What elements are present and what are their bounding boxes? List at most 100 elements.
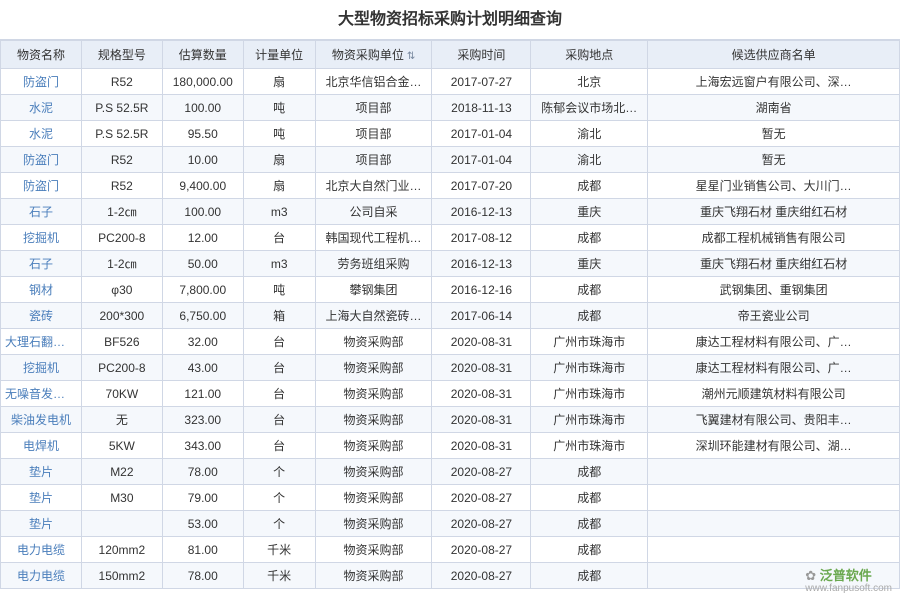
table-row[interactable]: 瓷砖200*3006,750.00箱上海大自然瓷砖…2017-06-14成都帝王… [1, 303, 900, 329]
table-cell: 扇 [243, 173, 315, 199]
column-header[interactable]: 候选供应商名单 [648, 41, 900, 69]
table-cell: 100.00 [162, 199, 243, 225]
table-row[interactable]: 垫片M2278.00个物资采购部2020-08-27成都 [1, 459, 900, 485]
table-cell: 公司自采 [315, 199, 432, 225]
table-row[interactable]: 柴油发电机无323.00台物资采购部2020-08-31广州市珠海市飞翼建材有限… [1, 407, 900, 433]
table-cell: 飞翼建材有限公司、贵阳丰… [648, 407, 900, 433]
table-row[interactable]: 防盗门R5210.00扇项目部2017-01-04渝北暂无 [1, 147, 900, 173]
table-cell: 2020-08-27 [432, 459, 531, 485]
table-cell: 垫片 [1, 485, 82, 511]
table-cell: M22 [81, 459, 162, 485]
table-cell: 挖掘机 [1, 355, 82, 381]
table-row[interactable]: 电力电缆120mm281.00千米物资采购部2020-08-27成都 [1, 537, 900, 563]
table-header-row: 物资名称规格型号估算数量计量单位物资采购单位⇅采购时间采购地点候选供应商名单 [1, 41, 900, 69]
table-cell: 70KW [81, 381, 162, 407]
table-cell: 康达工程材料有限公司、广… [648, 355, 900, 381]
table-cell: 千米 [243, 537, 315, 563]
data-table: 物资名称规格型号估算数量计量单位物资采购单位⇅采购时间采购地点候选供应商名单 防… [0, 40, 900, 589]
column-header[interactable]: 估算数量 [162, 41, 243, 69]
table-cell: 12.00 [162, 225, 243, 251]
table-row[interactable]: 水泥P.S 52.5R100.00吨项目部2018-11-13陈郁会议市场北…湖… [1, 95, 900, 121]
table-cell: 瓷砖 [1, 303, 82, 329]
table-cell: 成都 [531, 459, 648, 485]
table-cell: 2016-12-16 [432, 277, 531, 303]
table-cell: 柴油发电机 [1, 407, 82, 433]
table-cell: 吨 [243, 121, 315, 147]
table-cell: 垫片 [1, 459, 82, 485]
table-row[interactable]: 防盗门R52180,000.00扇北京华信铝合金…2017-07-27北京上海宏… [1, 69, 900, 95]
table-cell [648, 511, 900, 537]
table-cell: 79.00 [162, 485, 243, 511]
table-cell: 成都 [531, 563, 648, 589]
table-cell: 暂无 [648, 147, 900, 173]
table-cell: 2017-01-04 [432, 147, 531, 173]
column-header[interactable]: 采购时间 [432, 41, 531, 69]
table-row[interactable]: 石子1-2㎝100.00m3公司自采2016-12-13重庆重庆飞翔石材 重庆绀… [1, 199, 900, 225]
table-cell: 成都 [531, 537, 648, 563]
table-cell: 323.00 [162, 407, 243, 433]
table-cell: P.S 52.5R [81, 95, 162, 121]
table-cell: 2020-08-27 [432, 537, 531, 563]
table-row[interactable]: 钢材φ307,800.00吨攀钢集团2016-12-16成都武钢集团、重钢集团 [1, 277, 900, 303]
table-cell: 重庆 [531, 251, 648, 277]
table-cell: 渝北 [531, 147, 648, 173]
table-row[interactable]: 挖掘机PC200-843.00台物资采购部2020-08-31广州市珠海市康达工… [1, 355, 900, 381]
table-cell: 防盗门 [1, 69, 82, 95]
table-cell: 成都 [531, 173, 648, 199]
table-cell: 钢材 [1, 277, 82, 303]
table-cell: 2017-07-27 [432, 69, 531, 95]
table-row[interactable]: 电力电缆150mm278.00千米物资采购部2020-08-27成都 [1, 563, 900, 589]
table-cell: 挖掘机 [1, 225, 82, 251]
table-cell: 个 [243, 459, 315, 485]
table-row[interactable]: 挖掘机PC200-812.00台韩国现代工程机…2017-08-12成都成都工程… [1, 225, 900, 251]
table-cell: 陈郁会议市场北… [531, 95, 648, 121]
table-cell: 防盗门 [1, 173, 82, 199]
table-cell: 2020-08-27 [432, 485, 531, 511]
table-cell: 2020-08-31 [432, 433, 531, 459]
table-cell: 韩国现代工程机… [315, 225, 432, 251]
column-header[interactable]: 规格型号 [81, 41, 162, 69]
column-header[interactable]: 采购地点 [531, 41, 648, 69]
table-cell: 2018-11-13 [432, 95, 531, 121]
table-cell: φ30 [81, 277, 162, 303]
table-row[interactable]: 垫片53.00个物资采购部2020-08-27成都 [1, 511, 900, 537]
table-row[interactable]: 垫片M3079.00个物资采购部2020-08-27成都 [1, 485, 900, 511]
table-cell: PC200-8 [81, 355, 162, 381]
table-row[interactable]: 无噪音发电机70KW121.00台物资采购部2020-08-31广州市珠海市潮州… [1, 381, 900, 407]
table-cell: 项目部 [315, 95, 432, 121]
column-header[interactable]: 物资名称 [1, 41, 82, 69]
table-cell: BF526 [81, 329, 162, 355]
table-cell: 暂无 [648, 121, 900, 147]
table-cell: 吨 [243, 95, 315, 121]
table-cell: 32.00 [162, 329, 243, 355]
table-cell: 北京 [531, 69, 648, 95]
table-row[interactable]: 水泥P.S 52.5R95.50吨项目部2017-01-04渝北暂无 [1, 121, 900, 147]
table-cell: 千米 [243, 563, 315, 589]
table-cell: 成都 [531, 303, 648, 329]
table-cell: 广州市珠海市 [531, 433, 648, 459]
table-cell: 扇 [243, 69, 315, 95]
table-cell [648, 485, 900, 511]
table-row[interactable]: 防盗门R529,400.00扇北京大自然门业…2017-07-20成都星星门业销… [1, 173, 900, 199]
table-cell: 物资采购部 [315, 537, 432, 563]
table-cell: 重庆飞翔石材 重庆绀红石材 [648, 199, 900, 225]
column-header[interactable]: 物资采购单位⇅ [315, 41, 432, 69]
table-cell: 石子 [1, 199, 82, 225]
table-cell: 180,000.00 [162, 69, 243, 95]
column-header[interactable]: 计量单位 [243, 41, 315, 69]
table-cell: 武钢集团、重钢集团 [648, 277, 900, 303]
table-row[interactable]: 电焊机5KW343.00台物资采购部2020-08-31广州市珠海市深圳环能建材… [1, 433, 900, 459]
table-cell: m3 [243, 199, 315, 225]
table-cell: 2017-07-20 [432, 173, 531, 199]
table-cell: 电力电缆 [1, 563, 82, 589]
table-cell: 物资采购部 [315, 407, 432, 433]
table-cell: 台 [243, 355, 315, 381]
table-cell: 吨 [243, 277, 315, 303]
table-row[interactable]: 大理石翻新机BF52632.00台物资采购部2020-08-31广州市珠海市康达… [1, 329, 900, 355]
table-cell: 53.00 [162, 511, 243, 537]
table-cell: 7,800.00 [162, 277, 243, 303]
table-cell: 无 [81, 407, 162, 433]
table-cell: 水泥 [1, 121, 82, 147]
table-row[interactable]: 石子1-2㎝50.00m3劳务班组采购2016-12-13重庆重庆飞翔石材 重庆… [1, 251, 900, 277]
table-cell [648, 459, 900, 485]
